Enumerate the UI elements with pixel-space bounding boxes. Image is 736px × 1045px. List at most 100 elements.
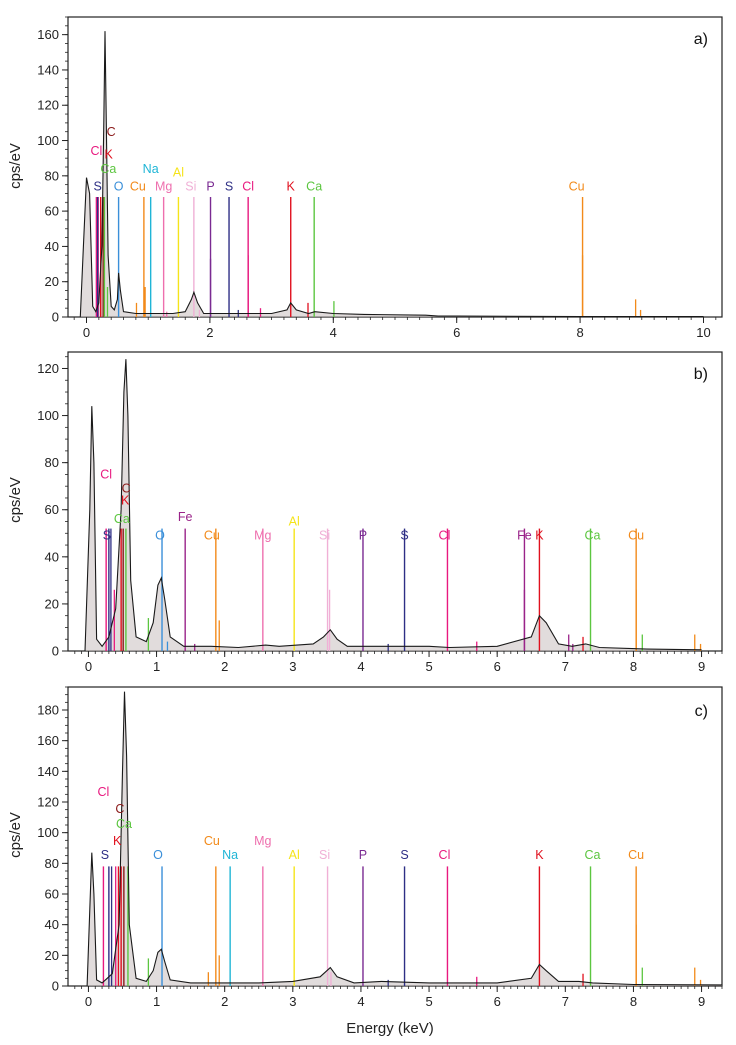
x-tick-label: 9 <box>698 659 705 674</box>
element-label: P <box>206 179 214 193</box>
y-tick-label: 20 <box>45 948 59 963</box>
y-tick-label: 60 <box>45 204 59 219</box>
y-tick-label: 40 <box>45 549 59 564</box>
x-tick-label: 5 <box>425 659 432 674</box>
x-axis-title: Energy (keV) <box>346 1020 434 1037</box>
x-tick-label: 8 <box>630 659 637 674</box>
x-tick-label: 4 <box>357 994 364 1009</box>
element-label: Mg <box>155 179 172 193</box>
y-axis-title-c: cps/eV <box>7 812 24 858</box>
y-tick-label: 40 <box>45 917 59 932</box>
y-tick-label: 120 <box>37 795 59 810</box>
y-tick-label: 20 <box>45 596 59 611</box>
element-label: Cu <box>130 179 146 193</box>
element-label: Ca <box>585 529 601 543</box>
element-label: Si <box>319 529 330 543</box>
y-axis-title-a: cps/eV <box>7 143 24 189</box>
y-tick-label: 0 <box>52 979 59 994</box>
y-tick-label: 0 <box>52 644 59 659</box>
spectrum-fill <box>87 691 722 986</box>
element-label: K <box>113 834 122 848</box>
plot-area <box>86 691 722 986</box>
plot-frame <box>67 686 723 987</box>
element-label: Mg <box>254 529 271 543</box>
y-tick-label: 160 <box>37 733 59 748</box>
x-tick-label: 8 <box>630 994 637 1009</box>
spectrum-line <box>86 691 722 986</box>
y-tick-label: 60 <box>45 887 59 902</box>
element-label: C <box>107 125 116 139</box>
element-label: S <box>103 529 111 543</box>
x-tick-label: 6 <box>494 994 501 1009</box>
element-label: Al <box>289 515 300 529</box>
x-tick-label: 6 <box>494 659 501 674</box>
x-tick-label: 1 <box>153 994 160 1009</box>
element-label: K <box>105 148 114 162</box>
x-tick-label: 7 <box>562 994 569 1009</box>
x-tick-label: 2 <box>221 994 228 1009</box>
element-label: K <box>121 493 130 507</box>
element-label: S <box>400 848 408 862</box>
spectrum-fill <box>85 359 702 651</box>
element-label: O <box>155 529 165 543</box>
element-label: Cl <box>90 144 102 158</box>
element-label: Mg <box>254 834 271 848</box>
x-tick-label: 8 <box>576 325 583 340</box>
spectrum-line <box>79 31 704 317</box>
element-label: Al <box>289 848 300 862</box>
element-label: Cu <box>204 834 220 848</box>
x-tick-label: 1 <box>153 659 160 674</box>
element-label: O <box>114 179 124 193</box>
element-label: Ca <box>100 162 116 176</box>
element-label: Fe <box>517 529 532 543</box>
y-tick-label: 20 <box>45 274 59 289</box>
element-label: Cl <box>439 848 451 862</box>
element-label: Fe <box>178 510 193 524</box>
y-tick-label: 140 <box>37 62 59 77</box>
element-label: Na <box>222 848 238 862</box>
element-label: S <box>225 179 233 193</box>
element-label: Cu <box>628 848 644 862</box>
y-axis-title-b: cps/eV <box>7 477 24 523</box>
spectrum-line <box>84 359 702 651</box>
element-label: S <box>400 529 408 543</box>
plot-area <box>79 31 704 317</box>
plot-frame <box>67 16 723 318</box>
element-label: O <box>153 848 163 862</box>
y-tick-label: 100 <box>37 133 59 148</box>
element-label: Na <box>143 162 159 176</box>
element-label: Cl <box>98 785 110 799</box>
element-label: S <box>101 848 109 862</box>
y-tick-label: 120 <box>37 98 59 113</box>
x-tick-label: 2 <box>221 659 228 674</box>
x-tick-label: 5 <box>425 994 432 1009</box>
element-label: Cl <box>439 529 451 543</box>
element-label: Ca <box>114 512 130 526</box>
y-tick-label: 80 <box>45 455 59 470</box>
element-label: Cl <box>100 467 112 481</box>
element-label: P <box>359 848 367 862</box>
y-tick-label: 100 <box>37 825 59 840</box>
element-label: Al <box>173 165 184 179</box>
y-tick-label: 140 <box>37 764 59 779</box>
panel-tag: a) <box>694 31 708 48</box>
x-tick-label: 4 <box>357 659 364 674</box>
y-tick-label: 100 <box>37 408 59 423</box>
y-tick-label: 0 <box>52 310 59 325</box>
element-label: Ca <box>306 179 322 193</box>
x-tick-label: 9 <box>698 994 705 1009</box>
x-tick-label: 6 <box>453 325 460 340</box>
x-tick-label: 3 <box>289 994 296 1009</box>
element-label: Ca <box>585 848 601 862</box>
y-tick-label: 180 <box>37 703 59 718</box>
x-tick-label: 3 <box>289 659 296 674</box>
x-tick-label: 0 <box>83 325 90 340</box>
panel-c: 0 1 2 3 4 5 6 7 8 9020406080100120140160180ClCCaK… <box>37 686 723 1009</box>
x-tick-label: 4 <box>330 325 337 340</box>
y-tick-label: 60 <box>45 502 59 517</box>
y-tick-label: 80 <box>45 168 59 183</box>
y-tick-label: 80 <box>45 856 59 871</box>
element-label: P <box>359 529 367 543</box>
